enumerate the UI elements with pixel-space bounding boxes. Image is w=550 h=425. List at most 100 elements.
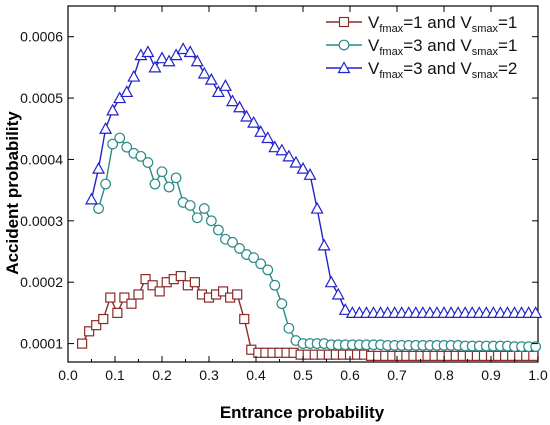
x-tick-label: 0.7 <box>387 367 407 383</box>
series-2-point <box>262 264 274 276</box>
legend-subscript: smax <box>472 23 499 35</box>
legend-text-part: V <box>368 13 380 32</box>
x-tick-label: 0.3 <box>199 367 219 383</box>
series-1-point <box>126 298 137 309</box>
series-3-point <box>148 60 162 73</box>
series-2-point <box>269 279 281 291</box>
legend-label: Vfmax=3 and Vsmax=2 <box>368 59 517 81</box>
legend-text-part: V <box>368 59 380 78</box>
series-2-point <box>149 178 161 190</box>
series-1 <box>76 270 539 361</box>
series-2-point <box>191 212 203 224</box>
series-3-point <box>127 69 141 82</box>
y-tick-label: 0.0002 <box>20 274 63 290</box>
legend-label: Vfmax=1 and Vsmax=1 <box>368 13 517 35</box>
y-tick-label: 0.0003 <box>20 213 63 229</box>
series-1-point <box>91 320 102 331</box>
series-2-point <box>93 203 104 214</box>
series-3-point <box>310 201 324 214</box>
series-2-point <box>114 132 126 144</box>
series-1-point <box>232 289 243 300</box>
series-2-point <box>107 138 119 150</box>
series-1-point <box>119 292 130 303</box>
series-3-point <box>254 125 268 137</box>
legend-subscript: fmax <box>379 23 403 35</box>
series-2-point <box>212 224 224 236</box>
series-2-point <box>100 178 111 190</box>
legend-text-part: V <box>368 36 380 55</box>
series-3-point <box>289 155 303 168</box>
series-3-point <box>169 48 183 61</box>
series-3-point <box>282 149 296 162</box>
legend-item-2: Vfmax=3 and Vsmax=1 <box>326 36 517 58</box>
legend-marker <box>338 39 350 51</box>
series-3-point <box>106 103 120 116</box>
series-1-point <box>189 277 200 288</box>
x-tick-label: 0.2 <box>152 367 172 383</box>
series-2-point <box>198 203 210 214</box>
series-2-point <box>170 172 182 184</box>
series-2-point <box>135 150 147 162</box>
y-tick-label: 0.0004 <box>20 151 63 167</box>
legend-text-part: =2 <box>498 59 517 78</box>
series-2 <box>93 132 542 353</box>
x-axis-title: Entrance probability <box>220 403 385 422</box>
series-3-point <box>529 306 543 318</box>
series-2-point <box>156 166 168 178</box>
series-1-point <box>147 280 158 291</box>
series-3-point <box>99 122 113 134</box>
series-3-point <box>155 51 169 64</box>
series-1-point <box>112 307 123 318</box>
series-1-point <box>154 286 165 297</box>
x-tick-label: 0.6 <box>340 367 360 383</box>
series-3-point <box>120 85 134 98</box>
series-3-point <box>141 45 155 58</box>
series-3-point <box>197 66 211 79</box>
series-3-point <box>113 91 127 104</box>
series-3-point <box>261 131 275 144</box>
series-2-point <box>163 181 175 193</box>
series-1-point <box>133 289 144 300</box>
series-2-point <box>248 252 260 264</box>
y-axis-title: Accident probability <box>3 111 22 275</box>
legend-text-part: =1 <box>498 13 517 32</box>
x-tick-label: 1.0 <box>528 367 548 383</box>
series-3-point <box>218 79 232 91</box>
series-3-point <box>84 192 99 205</box>
legend-marker <box>338 16 350 28</box>
series-2-point <box>530 341 542 353</box>
series-2-point <box>255 258 267 270</box>
series-3-point <box>183 45 197 58</box>
series-1-point <box>175 270 186 282</box>
series-layer <box>76 42 543 361</box>
y-tick-label: 0.0006 <box>20 29 63 45</box>
y-tick-label: 0.0005 <box>20 90 63 106</box>
series-3-point <box>331 287 345 300</box>
series-3-point <box>303 168 317 180</box>
series-2-point <box>121 141 133 153</box>
legend-item-3: Vfmax=3 and Vsmax=2 <box>326 59 517 81</box>
series-1-point <box>98 313 109 325</box>
legend-subscript: fmax <box>379 69 403 81</box>
legend-text-part: =3 and V <box>403 59 472 78</box>
series-1-point <box>105 292 116 303</box>
series-1-point <box>76 338 88 349</box>
series-2-point <box>142 157 154 168</box>
series-3-point <box>176 42 190 55</box>
x-tick-label: 0.5 <box>293 367 313 383</box>
series-3-point <box>204 72 218 85</box>
legend-text-part: =1 and V <box>403 13 472 32</box>
legend-item-1: Vfmax=1 and Vsmax=1 <box>326 13 517 35</box>
legend-text-part: =1 <box>498 36 517 55</box>
x-tick-label: 0.8 <box>434 367 454 383</box>
axes-layer: 0.0 0.1 0.2 0.3 0.4 0.5 0.6 0.7 0.8 0.9 1.0 0.0001 0… <box>20 6 548 383</box>
series-2-point <box>205 215 217 227</box>
series-3-point <box>247 115 261 128</box>
series-3-point <box>317 238 331 251</box>
series-3 <box>84 42 543 318</box>
x-tick-label: 0.9 <box>481 367 501 383</box>
series-3-point <box>240 109 254 122</box>
